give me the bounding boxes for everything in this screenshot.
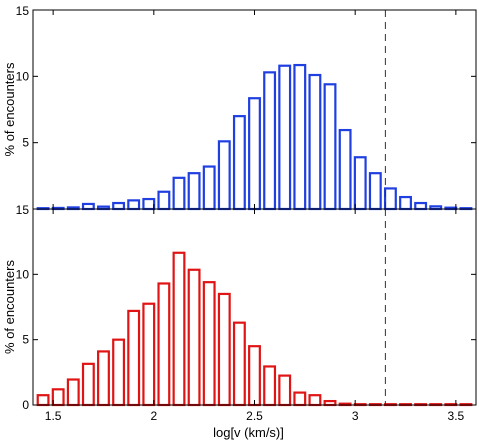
bar bbox=[217, 140, 231, 211]
bar bbox=[112, 338, 126, 407]
bar bbox=[36, 394, 50, 407]
bar bbox=[232, 115, 246, 211]
bar bbox=[263, 71, 277, 211]
bar bbox=[278, 374, 292, 407]
bar bbox=[293, 63, 307, 211]
bar bbox=[127, 309, 141, 407]
bar bbox=[278, 64, 292, 211]
chart-panel-top: 5 10 15 % of encounters bbox=[2, 4, 477, 211]
y-tick-label: 15 bbox=[16, 4, 30, 18]
y-tick-label: 0 bbox=[22, 398, 29, 412]
bar bbox=[368, 172, 382, 211]
bar bbox=[142, 197, 156, 211]
bar bbox=[187, 172, 201, 211]
x-tick-label: 3 bbox=[352, 409, 359, 423]
bar bbox=[51, 388, 65, 407]
bar bbox=[383, 187, 397, 211]
y-axis-label: % of encounters bbox=[2, 62, 17, 156]
y-axis-label: % of encounters bbox=[2, 260, 17, 354]
bar bbox=[157, 190, 171, 211]
bar bbox=[248, 97, 261, 211]
bar bbox=[323, 399, 337, 407]
bar bbox=[414, 201, 428, 211]
bar bbox=[338, 128, 352, 211]
bar bbox=[202, 281, 216, 407]
x-tick-label: 3.5 bbox=[448, 409, 465, 423]
y-tick-label: 10 bbox=[16, 267, 30, 281]
bar bbox=[157, 282, 171, 407]
bar bbox=[187, 268, 201, 407]
bar bbox=[97, 350, 110, 407]
bar bbox=[232, 321, 246, 407]
y-tick-label: 15 bbox=[16, 203, 30, 217]
bar bbox=[172, 176, 186, 211]
bar bbox=[127, 199, 141, 211]
x-tick-label: 2 bbox=[150, 409, 157, 423]
bar bbox=[217, 292, 231, 407]
bar bbox=[202, 165, 216, 211]
bar bbox=[248, 345, 261, 407]
y-tick-label: 10 bbox=[16, 69, 30, 83]
chart-panel-bottom: 0 5 10 15 1.5 2 2.5 3 3.5 % of encounters log[v (k… bbox=[2, 203, 477, 440]
axes-frame bbox=[32, 208, 477, 406]
x-tick-label: 1.5 bbox=[45, 409, 62, 423]
bar bbox=[308, 73, 322, 211]
bar bbox=[142, 302, 156, 407]
bar bbox=[323, 83, 337, 211]
bar bbox=[81, 202, 95, 211]
y-tick-label: 5 bbox=[22, 333, 29, 347]
bar bbox=[81, 362, 95, 407]
bar bbox=[112, 201, 126, 211]
bar bbox=[399, 195, 412, 211]
y-tick-label: 5 bbox=[22, 136, 29, 150]
x-axis-label: log[v (km/s)] bbox=[213, 425, 284, 440]
bar bbox=[308, 394, 322, 407]
bar bbox=[263, 365, 277, 407]
bar bbox=[293, 391, 307, 407]
x-tick-label: 2.5 bbox=[246, 409, 263, 423]
bar bbox=[172, 251, 186, 407]
bar bbox=[353, 156, 367, 211]
bar bbox=[66, 378, 80, 407]
axes-frame bbox=[32, 9, 477, 210]
